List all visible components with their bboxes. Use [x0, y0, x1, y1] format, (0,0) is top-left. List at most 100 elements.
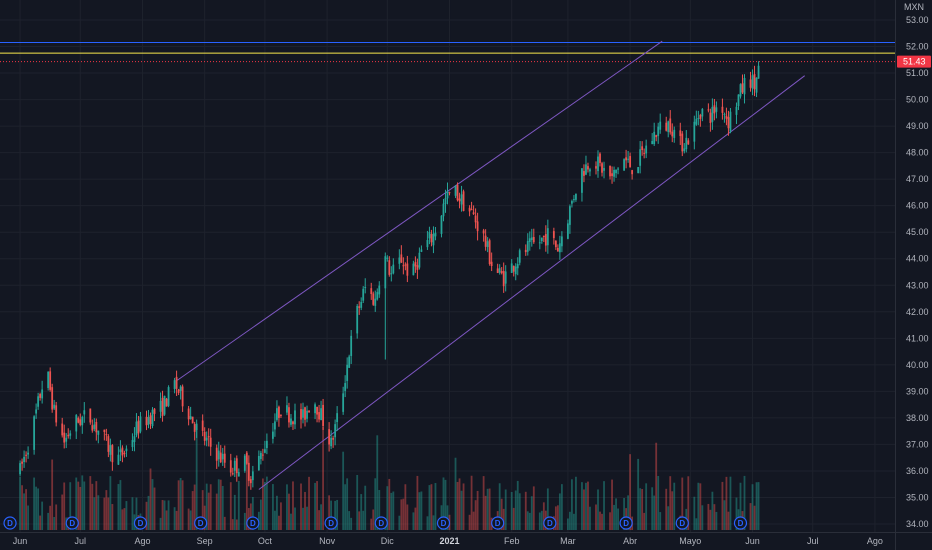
dividend-marker[interactable] [374, 516, 388, 530]
volume-bar [560, 484, 563, 530]
volume-bar [609, 512, 611, 530]
volume-bar [237, 480, 240, 530]
candle-body [558, 243, 561, 253]
candle-body [420, 249, 423, 252]
dividend-marker[interactable] [491, 516, 505, 530]
price-channel[interactable] [176, 40, 805, 490]
candle-body [61, 423, 64, 436]
candle-body [388, 260, 391, 275]
candle-body [39, 394, 42, 398]
candle-body [374, 298, 377, 306]
time-axis[interactable]: Jun Jul Ago Sep Oct Nov Dic 2021 Feb Mar Abr Mayo Ju… [13, 536, 883, 546]
volume-bar [175, 510, 178, 530]
candle-body [348, 356, 351, 368]
candle-body [332, 438, 335, 440]
volume-bar [472, 511, 475, 530]
volume-bar [49, 505, 52, 530]
candle-body [233, 460, 236, 471]
volume-bar [510, 491, 513, 530]
candle-body [711, 106, 714, 122]
candle-body [589, 169, 591, 172]
volume-bar [484, 495, 487, 530]
candle-body [302, 409, 304, 418]
dividend-marker[interactable] [733, 516, 748, 530]
volume-bar [334, 500, 337, 530]
volume-bar [27, 505, 29, 530]
volume-bar [348, 511, 351, 530]
dividend-marker-label: D [679, 519, 685, 528]
last-price-badge[interactable] [897, 55, 931, 68]
candle-body [95, 422, 98, 433]
candle-body [653, 131, 656, 145]
time-tick-label: Sep [197, 536, 213, 546]
volume-bar [119, 480, 122, 530]
candle-body [446, 191, 449, 199]
dividend-marker[interactable] [246, 516, 260, 530]
candle-body [173, 380, 176, 390]
price-tick-label: 41.00 [906, 333, 929, 343]
volume-bar [444, 479, 447, 530]
dividend-marker[interactable] [675, 516, 689, 530]
candle-body [217, 450, 220, 460]
channel-lower-line[interactable] [258, 75, 805, 490]
volume-bar [314, 482, 316, 530]
volume-bar [554, 506, 557, 530]
candle-body [25, 454, 27, 456]
volume-bar [149, 468, 152, 530]
candle-body [398, 257, 401, 264]
candle-body [191, 416, 194, 424]
candle-body [257, 455, 260, 471]
volume-bar [482, 476, 485, 530]
volume-bar [575, 476, 577, 530]
candle-body [314, 404, 316, 414]
volume-bar [147, 495, 150, 530]
dividend-marker[interactable] [3, 516, 17, 530]
candle-body [739, 84, 742, 97]
candle-body [643, 152, 646, 154]
dividend-marker[interactable] [436, 516, 451, 530]
dividend-marker[interactable] [543, 516, 557, 530]
volume-bar [362, 510, 365, 530]
volume-bar [667, 506, 670, 530]
volume-bar [556, 505, 559, 530]
candle-body [151, 409, 154, 427]
candle-body [65, 437, 68, 442]
dividend-marker[interactable] [619, 516, 633, 530]
candle-body [89, 408, 92, 423]
dividend-marker[interactable] [324, 516, 338, 530]
candle-body [360, 302, 363, 308]
candle-body [356, 305, 359, 334]
candle-body [458, 198, 461, 202]
volume-bar [177, 480, 180, 530]
volume-bar [103, 497, 106, 530]
volume-bar [235, 519, 238, 530]
volume-bar [755, 482, 758, 530]
time-tick-label: Mar [560, 536, 576, 546]
dividend-marker[interactable] [65, 516, 79, 530]
candle-body [749, 79, 752, 88]
dividend-marker[interactable] [194, 516, 208, 530]
volume-bar [117, 484, 120, 530]
candle-body [560, 236, 563, 247]
dividend-marker[interactable] [133, 516, 148, 530]
volume-bar [378, 490, 381, 530]
candle-body [121, 447, 124, 456]
volume-bar [308, 476, 310, 530]
volume-bar [187, 508, 190, 530]
dividend-marker-label: D [623, 519, 629, 528]
volume-bar [418, 492, 421, 530]
candle-body [189, 416, 192, 419]
channel-upper-line[interactable] [176, 40, 663, 382]
volume-bar [587, 481, 589, 530]
volume-bar [167, 500, 170, 530]
candle-body [532, 236, 535, 243]
volume-bar [729, 476, 732, 530]
candle-body [193, 424, 196, 432]
horizontal-lines[interactable] [0, 42, 895, 63]
price-axis[interactable]: MXN 53.00 52.00 51.00 50.00 49.00 48.00 47.00 46… [897, 2, 931, 529]
volume-bar [613, 504, 615, 530]
candle-body [27, 452, 29, 455]
